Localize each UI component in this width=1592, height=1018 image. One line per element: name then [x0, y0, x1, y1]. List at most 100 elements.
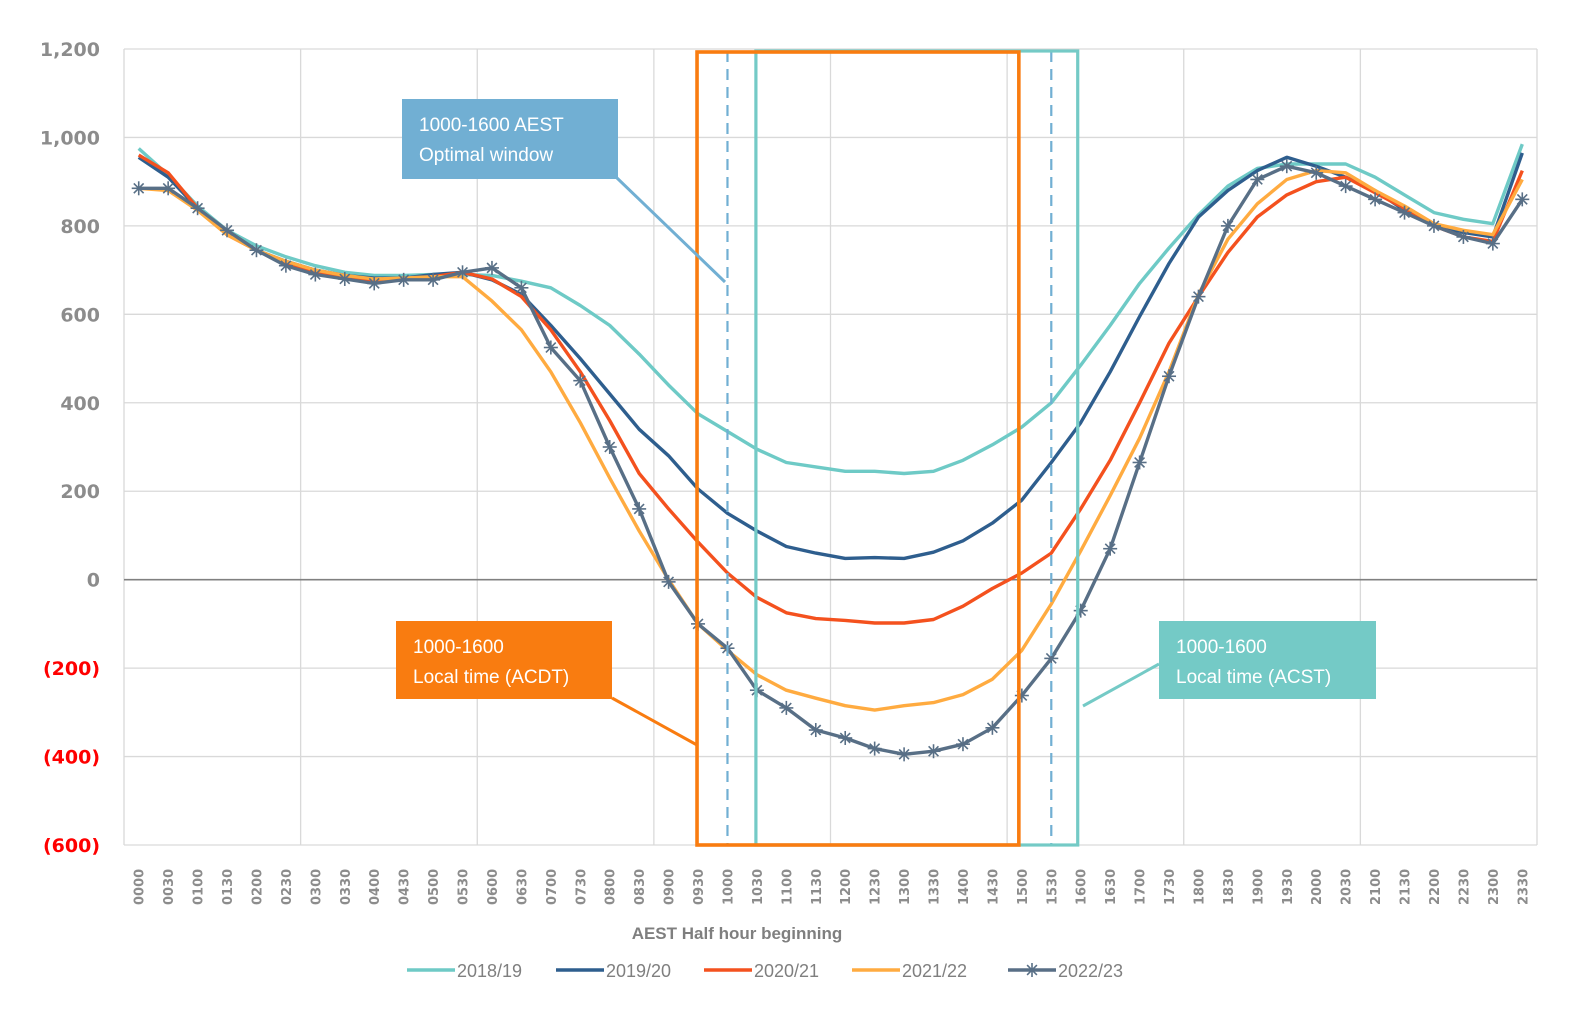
- data-point-marker: [1250, 172, 1265, 187]
- y-tick-label: 600: [60, 304, 100, 326]
- data-point-marker: [808, 723, 823, 738]
- data-point-marker: [161, 181, 176, 196]
- data-point-marker: [131, 181, 146, 196]
- legend-label: 2019/20: [606, 961, 671, 981]
- data-point-marker: [1397, 205, 1412, 220]
- series-2018-19: [137, 143, 1524, 476]
- data-point-marker: [1426, 218, 1441, 233]
- x-tick-label: 1530: [1045, 869, 1060, 905]
- x-tick-label: 2200: [1428, 869, 1443, 905]
- legend-item-2022-23: 2022/23: [1008, 961, 1123, 981]
- data-point-marker: [573, 373, 588, 388]
- aest-callout-text: 1000-1600 AEST: [419, 115, 564, 136]
- x-tick-label: 1000: [721, 869, 736, 905]
- x-tick-label: 0330: [339, 869, 354, 905]
- data-point-marker: [1191, 289, 1206, 304]
- x-tick-label: 1300: [898, 869, 913, 905]
- x-tick-label: 1730: [1163, 869, 1178, 905]
- aest-callout-leader-line: [615, 176, 727, 284]
- x-tick-label: 0530: [457, 869, 472, 905]
- data-point-marker: [602, 440, 617, 454]
- y-tick-label: 1,200: [40, 39, 100, 61]
- x-tick-label: 0430: [398, 869, 413, 905]
- x-tick-label: 0130: [221, 869, 236, 905]
- data-point-marker: [838, 730, 853, 745]
- y-tick-label: 1,000: [40, 127, 100, 149]
- x-tick-label: 1930: [1281, 869, 1296, 905]
- x-tick-label: 2300: [1487, 869, 1502, 905]
- data-point-marker: [897, 747, 912, 762]
- acdt-callout-leader-line: [611, 696, 698, 747]
- callouts: 1000-1600 AEST Optimal window 1000-1600 Loc…: [396, 99, 1376, 747]
- x-tick-label: 0930: [692, 869, 707, 905]
- acst-callout-text: Local time (ACST): [1176, 667, 1331, 688]
- gridlines: [123, 48, 1538, 846]
- x-tick-label: 0730: [574, 869, 589, 905]
- acdt-callout-text: Local time (ACDT): [413, 667, 569, 688]
- data-point-marker: [661, 574, 676, 589]
- x-tick-label: 0500: [427, 869, 442, 905]
- data-point-marker: [1368, 192, 1383, 207]
- data-point-marker: [1515, 192, 1530, 207]
- x-tick-label: 1500: [1016, 869, 1031, 905]
- acst-callout: 1000-1600 Local time (ACST): [1082, 621, 1376, 708]
- x-tick-label: 0230: [280, 869, 295, 905]
- series-line: [138, 168, 1524, 712]
- x-tick-label: 0400: [368, 869, 383, 905]
- y-tick-label: (400): [43, 747, 100, 769]
- data-point-marker: [1485, 236, 1500, 251]
- legend-item-2021-22: 2021/22: [852, 961, 967, 981]
- x-axis: 0000 0030 0100 0130 0200 0230 0300 0330 0400 0430…: [133, 869, 1532, 905]
- x-tick-label: 1030: [751, 869, 766, 905]
- legend-item-2020-21: 2020/21: [704, 961, 819, 981]
- x-tick-label: 1200: [839, 869, 854, 905]
- x-tick-label: 1900: [1251, 869, 1266, 905]
- legend-label: 2021/22: [902, 961, 967, 981]
- series-line: [137, 143, 1524, 476]
- x-tick-label: 1630: [1104, 869, 1119, 905]
- data-point-marker: [1309, 165, 1324, 180]
- series-lines: [131, 143, 1530, 762]
- x-tick-label: 2030: [1340, 869, 1355, 905]
- acdt-callout-text: 1000-1600: [413, 637, 504, 658]
- data-point-marker: [867, 741, 882, 756]
- data-point-marker: [484, 260, 499, 275]
- data-point-marker: [955, 737, 970, 752]
- x-tick-label: 0030: [162, 869, 177, 905]
- x-tick-label: 0300: [309, 869, 324, 905]
- x-tick-label: 0200: [250, 869, 265, 905]
- data-point-marker: [455, 265, 470, 280]
- aest-callout-box: [402, 99, 618, 179]
- y-tick-label: (600): [43, 835, 100, 857]
- data-point-marker: [278, 258, 293, 273]
- data-point-marker: [985, 720, 1000, 735]
- x-tick-label: 1230: [869, 869, 884, 905]
- aest-callout-text: Optimal window: [419, 145, 553, 166]
- x-tick-label: 0100: [192, 869, 207, 905]
- window-boxes: [695, 49, 1080, 847]
- y-tick-label: 0: [87, 570, 100, 592]
- legend-item-2019-20: 2019/20: [556, 961, 671, 981]
- acdt-callout-box: [396, 621, 612, 699]
- legend-label: 2018/19: [457, 961, 522, 981]
- data-point-marker: [249, 243, 264, 258]
- series-2020-21: [137, 153, 1524, 625]
- aest-callout: 1000-1600 AEST Optimal window: [402, 99, 727, 284]
- legend: 2018/19 2019/20 2020/21 2021/22 2022/23: [407, 961, 1123, 981]
- x-tick-label: 0800: [604, 869, 619, 905]
- x-tick-label: 1100: [780, 869, 795, 905]
- data-point-marker: [1338, 179, 1353, 194]
- acdt-window-box: [695, 50, 1021, 847]
- x-tick-label: 1130: [810, 869, 825, 905]
- x-tick-label: 0600: [486, 869, 501, 905]
- series-line: [137, 153, 1524, 625]
- y-tick-label: (200): [43, 658, 100, 680]
- y-tick-label: 400: [60, 393, 100, 415]
- x-tick-label: 1800: [1192, 869, 1207, 905]
- series-2022-23: [131, 159, 1530, 762]
- x-tick-label: 1700: [1134, 869, 1149, 905]
- x-tick-label: 2230: [1457, 869, 1472, 905]
- x-tick-label: 0000: [133, 869, 148, 905]
- data-point-marker: [632, 501, 647, 516]
